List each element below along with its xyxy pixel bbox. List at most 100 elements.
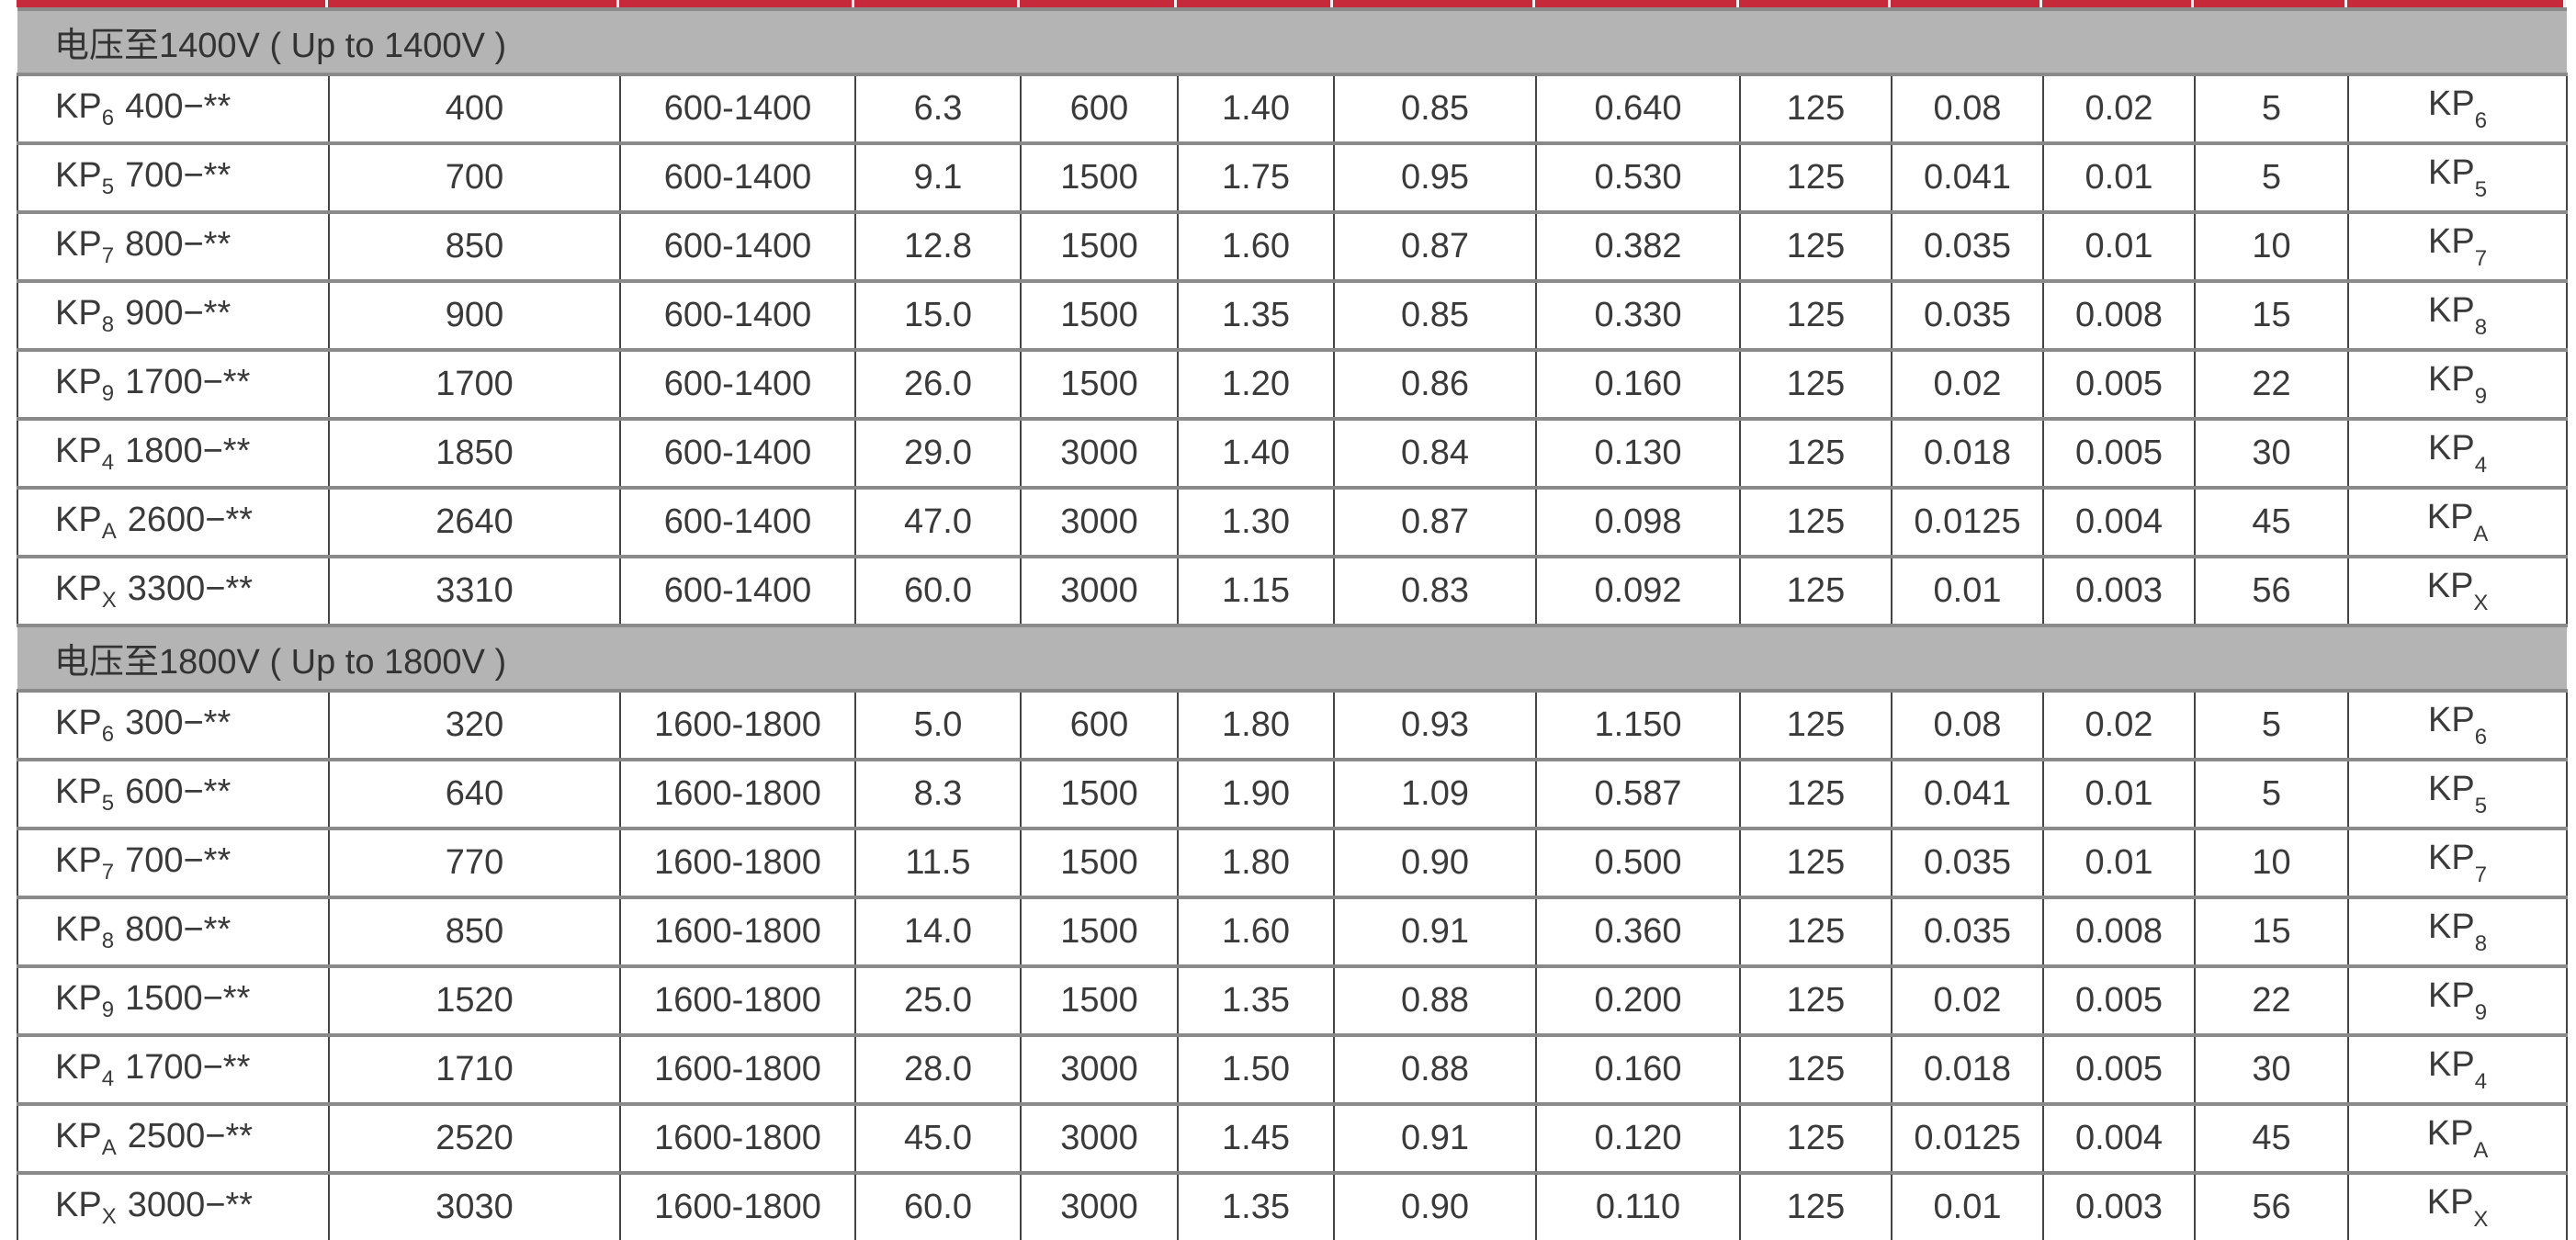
table-row: KP5 700−** 700 600-1400 9.1 1500 1.75 0.95 0.530… <box>17 141 2569 212</box>
model-prefix: KP <box>55 431 102 470</box>
code-cell: KPA <box>2346 1102 2569 1173</box>
value-cell: 0.87 <box>1333 486 1537 557</box>
value-cell: 9.1 <box>854 141 1022 212</box>
value-cell: 1.80 <box>1177 827 1335 897</box>
code-cell: KP5 <box>2346 141 2569 212</box>
value-cell: 600 <box>1020 689 1179 760</box>
code-prefix: KP <box>2428 428 2475 468</box>
value-cell: 15 <box>2194 279 2349 350</box>
value-cell: 0.530 <box>1535 141 1741 212</box>
model-subscript: 9 <box>101 380 115 406</box>
model-subscript: 4 <box>101 1065 115 1091</box>
value-cell: 1.09 <box>1333 758 1537 829</box>
value-cell: 125 <box>1739 486 1892 557</box>
value-cell: 0.003 <box>2042 1171 2196 1240</box>
value-cell: 60.0 <box>854 555 1022 626</box>
value-cell: 0.85 <box>1333 279 1537 350</box>
value-cell: 60.0 <box>854 1171 1022 1240</box>
model-cell: KP7 800−** <box>17 210 330 281</box>
value-cell: 29.0 <box>854 417 1022 488</box>
value-cell: 0.382 <box>1535 210 1741 281</box>
value-cell: 1600-1800 <box>619 896 856 966</box>
model-cell: KP8 900−** <box>17 279 330 350</box>
model-suffix: 800−** <box>125 224 232 264</box>
value-cell: 0.098 <box>1535 486 1741 557</box>
section-title: 电压至1400V ( Up to 1400V ) <box>17 7 2568 74</box>
value-cell: 45.0 <box>854 1102 1022 1173</box>
value-cell: 125 <box>1739 279 1892 350</box>
value-cell: 25.0 <box>854 964 1022 1035</box>
value-cell: 0.005 <box>2042 348 2196 419</box>
table-row: KPX 3300−** 3310 600-1400 60.0 3000 1.15 0.83 0.… <box>17 555 2569 626</box>
value-cell: 0.08 <box>1891 73 2044 143</box>
thyristor-spec-table: 电压至1400V ( Up to 1400V ) KP6 400−** 400 600-… <box>17 7 2569 1240</box>
code-cell: KP9 <box>2346 348 2569 419</box>
model-subscript: 5 <box>101 790 115 816</box>
code-cell: KPX <box>2346 1171 2569 1240</box>
value-cell: 640 <box>328 758 621 829</box>
code-cell: KP6 <box>2346 73 2569 143</box>
value-cell: 1500 <box>1020 896 1179 966</box>
model-suffix: 1500−** <box>125 978 251 1018</box>
header-column-stub <box>1177 0 1333 7</box>
value-cell: 1.35 <box>1177 1171 1335 1240</box>
value-cell: 0.95 <box>1333 141 1537 212</box>
value-cell: 0.008 <box>2042 279 2196 350</box>
value-cell: 22 <box>2194 964 2349 1035</box>
value-cell: 1600-1800 <box>619 1171 856 1240</box>
value-cell: 1520 <box>328 964 621 1035</box>
value-cell: 0.01 <box>2042 141 2196 212</box>
value-cell: 700 <box>328 141 621 212</box>
value-cell: 0.005 <box>2042 964 2196 1035</box>
value-cell: 125 <box>1739 555 1892 626</box>
value-cell: 0.85 <box>1333 73 1537 143</box>
value-cell: 0.87 <box>1333 210 1537 281</box>
value-cell: 0.02 <box>1891 964 2044 1035</box>
table-row: KPX 3000−** 3030 1600-1800 60.0 3000 1.35 0.90 0… <box>17 1171 2569 1240</box>
value-cell: 47.0 <box>854 486 1022 557</box>
value-cell: 0.587 <box>1535 758 1741 829</box>
value-cell: 125 <box>1739 964 1892 1035</box>
code-subscript: A <box>2473 1137 2489 1163</box>
value-cell: 3310 <box>328 555 621 626</box>
value-cell: 1600-1800 <box>619 964 856 1035</box>
value-cell: 2640 <box>328 486 621 557</box>
value-cell: 0.93 <box>1333 689 1537 760</box>
value-cell: 0.500 <box>1535 827 1741 897</box>
value-cell: 0.003 <box>2042 555 2196 626</box>
model-suffix: 2600−** <box>127 500 254 539</box>
value-cell: 1.30 <box>1177 486 1335 557</box>
value-cell: 850 <box>328 896 621 966</box>
value-cell: 900 <box>328 279 621 350</box>
section-header-row: 电压至1400V ( Up to 1400V ) <box>17 7 2568 74</box>
code-subscript: 8 <box>2474 314 2488 340</box>
value-cell: 1600-1800 <box>619 1102 856 1173</box>
value-cell: 12.8 <box>854 210 1022 281</box>
value-cell: 6.3 <box>854 73 1022 143</box>
value-cell: 0.041 <box>1891 758 2044 829</box>
header-column-stub <box>1020 0 1177 7</box>
value-cell: 1500 <box>1020 348 1179 419</box>
model-prefix: KP <box>55 86 102 126</box>
table-row: KP4 1700−** 1710 1600-1800 28.0 3000 1.50 0.88 0… <box>17 1033 2569 1104</box>
model-suffix: 1800−** <box>125 431 251 470</box>
code-subscript: 6 <box>2474 107 2488 133</box>
value-cell: 1700 <box>328 348 621 419</box>
value-cell: 3000 <box>1020 1102 1179 1173</box>
model-prefix: KP <box>55 500 102 539</box>
value-cell: 0.035 <box>1891 279 2044 350</box>
value-cell: 0.092 <box>1535 555 1741 626</box>
value-cell: 125 <box>1739 827 1892 897</box>
code-cell: KP7 <box>2346 827 2569 897</box>
value-cell: 0.005 <box>2042 1033 2196 1104</box>
model-prefix: KP <box>55 703 102 742</box>
value-cell: 1.75 <box>1177 141 1335 212</box>
code-cell: KPA <box>2346 486 2569 557</box>
value-cell: 1.80 <box>1177 689 1335 760</box>
value-cell: 5 <box>2194 141 2349 212</box>
code-cell: KP5 <box>2346 758 2569 829</box>
model-prefix: KP <box>55 909 102 949</box>
model-prefix: KP <box>55 1116 102 1155</box>
code-subscript: A <box>2473 521 2489 547</box>
value-cell: 0.360 <box>1535 896 1741 966</box>
